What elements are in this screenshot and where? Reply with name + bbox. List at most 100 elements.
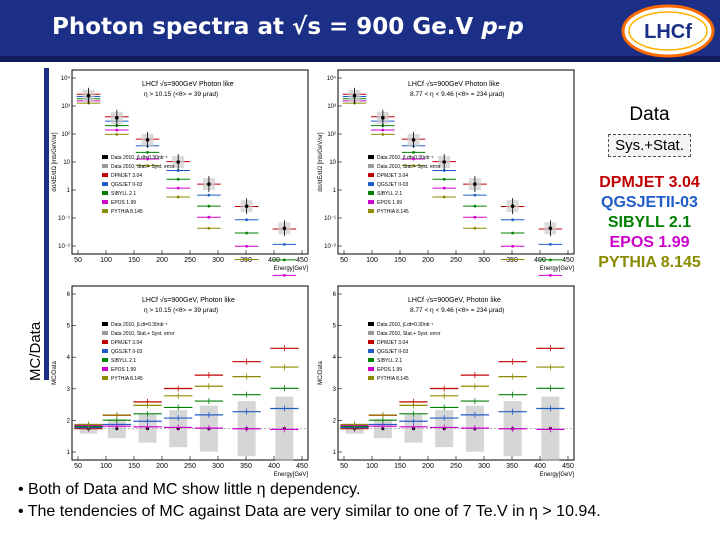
x-tick-label: 100 xyxy=(100,257,112,264)
y-tick-label: 10³ xyxy=(61,104,70,110)
x-tick-label: 300 xyxy=(478,257,490,264)
legend-row: PYTHIA 8.145 xyxy=(377,209,409,215)
model-point xyxy=(146,164,149,168)
title-bar-shadow xyxy=(0,56,720,62)
legend-row: QGSJET II-03 xyxy=(377,349,409,355)
legend-swatch xyxy=(102,191,108,196)
y-tick-label: 4 xyxy=(333,355,337,361)
data-point xyxy=(86,93,91,98)
y-tick-label: 1 xyxy=(333,188,337,194)
model-point xyxy=(473,204,477,208)
legend-row: EPOS 1.99 xyxy=(111,200,136,206)
panel-eta: η > 10.15 (<θ> = 39 μrad) xyxy=(144,307,218,314)
legend-swatch xyxy=(368,376,374,380)
model-point xyxy=(207,193,211,197)
model-legend: Data Sys.+Stat. DPMJET 3.04 QGSJETII-03 SI… xyxy=(579,104,720,273)
x-tick-label: 400 xyxy=(268,463,280,470)
bullet-2: • The tendencies of MC against Data are … xyxy=(18,503,601,520)
panel-header: LHCf √s=900GeV Photon like xyxy=(408,80,500,88)
legend-swatch xyxy=(102,358,108,362)
legend-row: SIBYLL 2.1 xyxy=(377,191,402,197)
y-axis-title: dσ/dE/dΩ [mb/GeV/sr] xyxy=(52,132,58,192)
legend-row: PYTHIA 8.145 xyxy=(377,376,409,382)
legend-row: Data 2010, Stat.+ Syst. error xyxy=(377,331,441,337)
x-tick-label: 300 xyxy=(212,463,224,470)
model-point xyxy=(549,243,552,246)
model-point xyxy=(283,258,286,262)
model-point xyxy=(207,204,211,208)
legend-swatch xyxy=(102,331,108,335)
y-tick-label: 10³ xyxy=(327,104,336,110)
x-tick-label: 450 xyxy=(562,257,574,264)
model-point xyxy=(473,226,477,230)
legend-swatch xyxy=(368,322,374,326)
spectra-figure: dσ/dE/dΩ [mb/GeV/sr] 10⁴ 10³ 10² 10 1 10⁻¹ 10⁻²… xyxy=(50,62,582,480)
x-tick-label: 150 xyxy=(394,257,406,264)
panel-header: LHCf √s=900GeV, Photon like xyxy=(408,296,501,304)
bullet-list: • Both of Data and MC show little η depe… xyxy=(18,479,718,523)
y-tick-label: 2 xyxy=(67,418,71,424)
y-tick-label: 10⁻² xyxy=(58,244,70,250)
panel-header: LHCf √s=900GeV, Photon like xyxy=(142,296,235,304)
y-tick-label: 4 xyxy=(67,355,71,361)
x-tick-label: 200 xyxy=(156,257,168,264)
legend-swatch xyxy=(368,340,374,344)
legend-row: SIBYLL 2.1 xyxy=(111,358,136,364)
x-axis-title: Energy[GeV] xyxy=(274,472,309,478)
y-tick-label: 6 xyxy=(67,292,71,298)
bullet-1: • Both of Data and MC show little η depe… xyxy=(18,481,361,498)
x-tick-label: 50 xyxy=(340,257,348,264)
y-tick-label: 5 xyxy=(67,324,71,330)
data-point xyxy=(282,226,287,231)
lhcf-logo: LHCf xyxy=(621,4,715,58)
legend-row: PYTHIA 8.145 xyxy=(111,209,143,215)
panel-top_right: dσ/dE/dΩ [mb/GeV/sr] 10⁴ 10³ 10² 10 1 10⁻¹ 10⁻²… xyxy=(316,62,582,293)
model-point xyxy=(442,169,446,172)
data-point xyxy=(442,160,446,164)
legend-swatch xyxy=(368,367,374,371)
legend-row: Data 2010, Stat.+ Syst. error xyxy=(377,164,441,170)
legend-swatch xyxy=(368,200,374,205)
legend-sys-stat: Sys.+Stat. xyxy=(608,134,691,157)
x-tick-label: 250 xyxy=(184,257,196,264)
x-tick-label: 250 xyxy=(450,463,462,470)
model-point xyxy=(245,218,249,222)
x-tick-label: 200 xyxy=(422,463,434,470)
x-tick-label: 450 xyxy=(296,257,308,264)
x-tick-label: 300 xyxy=(478,463,490,470)
x-tick-label: 400 xyxy=(268,257,280,264)
y-axis-title: MC/Data xyxy=(318,361,324,385)
legend-row: DPMJET 3.04 xyxy=(111,173,142,179)
data-point xyxy=(176,160,180,164)
model-point xyxy=(381,133,385,136)
y-tick-label: 10⁴ xyxy=(61,75,71,82)
x-tick-label: 450 xyxy=(296,463,308,470)
panel-top_left: dσ/dE/dΩ [mb/GeV/sr] 10⁴ 10³ 10² 10 1 10⁻¹ 10⁻²… xyxy=(50,62,316,293)
legend-swatch xyxy=(368,209,374,214)
model-point xyxy=(412,157,415,161)
model-point xyxy=(473,193,477,197)
legend-row: SIBYLL 2.1 xyxy=(111,191,136,197)
data-point xyxy=(473,182,477,186)
y-tick-label: 10⁻¹ xyxy=(324,216,336,222)
data-point xyxy=(548,226,553,231)
y-tick-label: 1 xyxy=(333,450,337,456)
y-tick-label: 10² xyxy=(327,132,336,138)
legend-swatch xyxy=(102,367,108,371)
x-tick-label: 100 xyxy=(366,257,378,264)
legend-swatch xyxy=(102,164,108,169)
legend-row: Data 2010, ∫Ldt=0.30nb⁻¹ xyxy=(111,322,168,328)
legend-row: Data 2010, Stat.+ Syst. error xyxy=(111,331,175,337)
data-point xyxy=(207,182,211,186)
legend-swatch xyxy=(102,209,108,214)
x-tick-label: 200 xyxy=(156,463,168,470)
legend-row: SIBYLL 2.1 xyxy=(377,358,402,364)
mc-data-label-bar xyxy=(44,68,49,380)
y-tick-label: 1 xyxy=(67,188,71,194)
model-point xyxy=(511,231,515,235)
legend-model-2: SIBYLL 2.1 xyxy=(607,214,692,231)
legend-swatch xyxy=(102,155,108,160)
y-tick-label: 3 xyxy=(333,387,337,393)
model-point xyxy=(381,128,385,132)
